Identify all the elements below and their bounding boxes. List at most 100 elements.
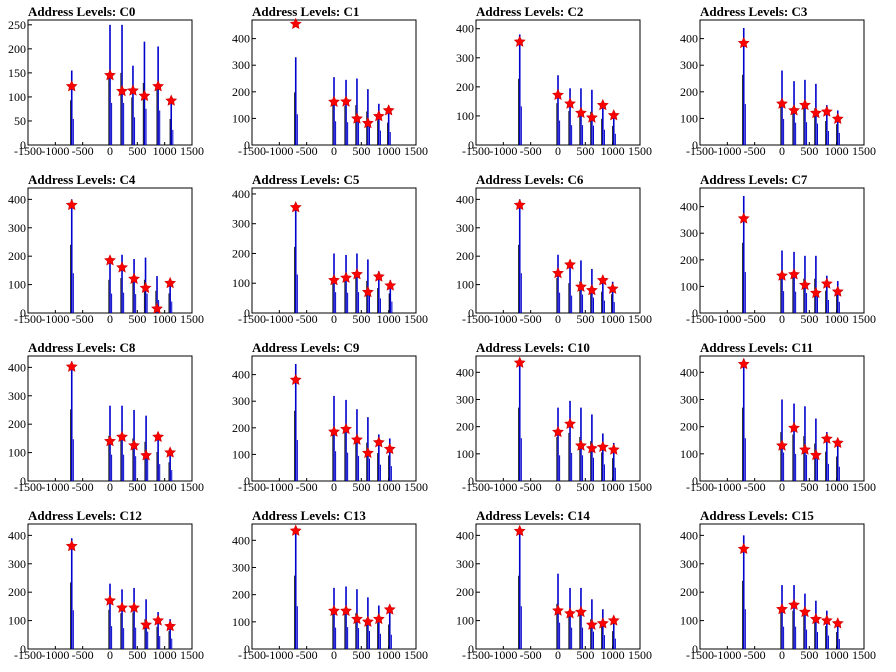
y-tick-label: 0	[468, 474, 474, 488]
fit-marker	[164, 276, 177, 289]
x-tick-label: 0	[107, 144, 113, 158]
x-tick-label: -500	[72, 648, 94, 662]
chart-svg: 0 100 200 300 400 -1500 -1000 -500 0 500 1000 1500	[456, 187, 652, 326]
x-tick-label: 0	[107, 648, 113, 662]
y-tick-label: 150	[8, 66, 26, 80]
x-tick-label: -1000	[41, 312, 69, 326]
y-tick-label: 400	[232, 32, 250, 46]
x-tick-label: 500	[800, 648, 818, 662]
x-tick-label: -1500	[14, 480, 42, 494]
x-tick-label: 1500	[852, 480, 876, 494]
x-tick-label: 0	[779, 312, 785, 326]
x-tick-label: 1000	[825, 312, 849, 326]
fit-marker	[831, 617, 844, 629]
y-tick-label: 300	[232, 58, 250, 72]
chart-title: Address Levels: C12	[28, 508, 142, 523]
fit-marker	[382, 104, 395, 116]
fit-marker	[128, 601, 140, 613]
y-tick-label: 100	[232, 447, 250, 461]
y-tick-label: 200	[232, 421, 250, 435]
chart-panel: 0 100 200 300 400 -1500 -1000 -500 0 500 1000 1500 A…	[448, 0, 672, 168]
x-tick-label: -500	[296, 480, 318, 494]
chart-title: Address Levels: C15	[700, 508, 814, 523]
fit-marker	[351, 268, 363, 280]
x-tick-label: 0	[107, 312, 113, 326]
fit-marker	[65, 360, 78, 372]
fit-marker	[788, 421, 800, 434]
x-tick-label: -500	[744, 480, 766, 494]
x-tick-label: 1500	[404, 480, 428, 494]
fit-marker	[820, 432, 833, 444]
fit-marker	[340, 271, 352, 283]
fit-marker	[809, 286, 822, 299]
chart-svg: 0 100 200 300 400 -1500 -1000 -500 0 500 1000 1500	[232, 17, 428, 158]
chart-title: Address Levels: C10	[476, 340, 590, 355]
chart-title: Address Levels: C11	[700, 340, 814, 355]
fit-marker	[564, 417, 576, 429]
x-tick-label: -1000	[489, 480, 517, 494]
x-tick-label: -500	[520, 648, 542, 662]
chart-svg: 0 100 200 300 400 -1500 -1000 -500 0 500 1000 1500	[680, 19, 876, 158]
x-tick-label: 1500	[852, 648, 876, 662]
chart-svg: 0 100 200 300 400 -1500 -1000 -500 0 500 1000 1500	[456, 19, 652, 158]
x-tick-label: -1000	[713, 480, 741, 494]
fit-marker	[564, 607, 576, 619]
y-tick-label: 0	[20, 138, 26, 152]
fit-marker	[384, 279, 397, 291]
fit-marker	[164, 446, 177, 458]
y-tick-label: 200	[456, 80, 474, 94]
x-tick-label: -1000	[489, 312, 517, 326]
fit-marker	[139, 281, 152, 294]
x-tick-label: 1000	[377, 144, 401, 158]
y-tick-label: 300	[456, 392, 474, 406]
y-tick-label: 200	[456, 249, 474, 263]
fit-marker	[788, 598, 800, 611]
x-tick-label: 1000	[153, 648, 177, 662]
fit-marker	[596, 274, 609, 286]
y-tick-label: 400	[680, 200, 698, 214]
fit-marker	[737, 357, 750, 370]
x-tick-label: -1500	[238, 144, 266, 158]
y-tick-label: 0	[468, 306, 474, 320]
fit-marker	[351, 112, 363, 124]
chart-panel: 0 100 200 300 400 -1500 -1000 -500 0 500 1000 1500 A…	[0, 168, 224, 336]
y-tick-label: 50	[14, 114, 26, 128]
x-tick-label: 1500	[404, 648, 428, 662]
y-tick-label: 200	[680, 585, 698, 599]
chart-svg: 0 100 200 300 400 -1500 -1000 -500 0 500 1000 1500	[232, 355, 428, 494]
x-tick-label: 1500	[180, 144, 204, 158]
y-tick-label: 400	[8, 528, 26, 542]
y-tick-label: 0	[244, 138, 250, 152]
fit-marker	[585, 111, 598, 123]
fit-marker	[340, 95, 352, 107]
y-tick-label: 0	[244, 642, 250, 656]
x-tick-label: -1500	[238, 480, 266, 494]
fit-marker	[513, 198, 526, 211]
fit-marker	[65, 539, 78, 552]
fit-marker	[351, 433, 363, 445]
fit-marker	[776, 439, 788, 451]
y-tick-label: 100	[232, 111, 250, 125]
chart-svg: 0 100 200 300 400 -1500 -1000 -500 0 500 1000 1500	[8, 523, 204, 662]
chart-title: Address Levels: C8	[28, 340, 136, 355]
x-tick-label: 0	[779, 648, 785, 662]
x-tick-label: 1000	[153, 312, 177, 326]
x-tick-label: 1000	[377, 480, 401, 494]
x-tick-label: 0	[555, 648, 561, 662]
chart-svg: 0 50 100 150 200 250 -1500 -1000 -500 0 500 1000 150…	[8, 18, 204, 158]
fit-marker	[104, 594, 116, 606]
y-tick-label: 300	[8, 221, 26, 235]
y-tick-label: 300	[456, 221, 474, 235]
fit-marker	[140, 449, 153, 461]
chart-panel: 0 100 200 300 400 -1500 -1000 -500 0 500 1000 1500 A…	[672, 168, 896, 336]
fit-marker	[788, 268, 800, 280]
chart-title: Address Levels: C7	[700, 172, 808, 187]
y-tick-label: 200	[8, 249, 26, 263]
y-tick-label: 100	[8, 614, 26, 628]
y-tick-label: 0	[20, 306, 26, 320]
fit-marker	[164, 620, 177, 632]
fit-marker	[152, 614, 165, 626]
fit-marker	[328, 425, 340, 437]
y-tick-label: 0	[20, 474, 26, 488]
x-tick-label: 1000	[825, 480, 849, 494]
